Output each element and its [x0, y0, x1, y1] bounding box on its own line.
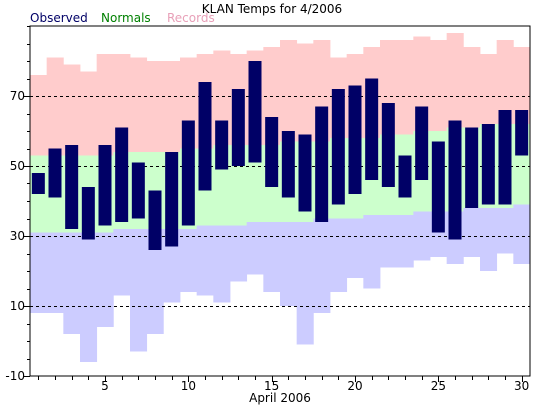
- record-high-band-day-27: [463, 47, 481, 128]
- record-low-band-day-10: [180, 229, 198, 292]
- observed-bar-day-6: [115, 127, 129, 222]
- observed-bar-day-18: [315, 106, 329, 222]
- record-low-band-day-29: [496, 208, 514, 254]
- normal-band-day-14: [246, 145, 264, 222]
- x-tick-label: 15: [264, 379, 279, 393]
- record-high-band-day-3: [63, 64, 81, 156]
- observed-bar-day-27: [465, 127, 479, 208]
- observed-bar-day-3: [65, 145, 79, 229]
- record-high-band-day-9: [163, 61, 181, 152]
- legend-entry-normals: Normals: [101, 11, 151, 25]
- record-low-band-day-23: [396, 215, 414, 268]
- record-low-band-day-28: [480, 208, 498, 271]
- record-low-band-day-8: [146, 229, 164, 334]
- x-tick-label: 25: [431, 379, 446, 393]
- record-low-band-day-12: [213, 225, 231, 303]
- record-high-band-day-2: [46, 57, 64, 156]
- legend-entry-observed: Observed: [30, 11, 88, 25]
- x-tick-label: 5: [101, 379, 109, 393]
- observed-bar-day-13: [231, 89, 245, 166]
- observed-bars: [31, 61, 529, 250]
- record-low-band-day-17: [296, 222, 314, 345]
- observed-bar-day-25: [431, 141, 445, 233]
- observed-bar-day-7: [131, 162, 145, 219]
- record-low-band-day-1: [30, 232, 48, 313]
- observed-bar-day-14: [248, 61, 262, 163]
- record-low-band-day-7: [130, 229, 148, 352]
- record-high-band-day-28: [480, 54, 498, 124]
- observed-bar-day-28: [481, 124, 495, 205]
- x-tick-label: 20: [347, 379, 362, 393]
- record-high-band-day-1: [30, 75, 48, 156]
- y-tick-label: -10: [5, 369, 25, 383]
- observed-bar-day-30: [515, 110, 529, 156]
- record-low-band-day-27: [463, 208, 481, 257]
- observed-bar-day-1: [31, 173, 45, 194]
- y-tick-label: 30: [10, 229, 25, 243]
- observed-bar-day-24: [415, 106, 429, 180]
- record-high-band-day-23: [396, 40, 414, 135]
- record-high-band-day-30: [513, 47, 531, 124]
- observed-bar-day-23: [398, 155, 412, 198]
- y-tick-label: 50: [10, 159, 25, 173]
- record-low-band-day-14: [246, 222, 264, 275]
- record-high-band-day-29: [496, 40, 514, 124]
- record-low-band-day-11: [196, 225, 214, 296]
- record-low-band-day-9: [163, 229, 181, 303]
- legend: Observed Normals Records: [30, 11, 215, 25]
- observed-bar-day-9: [165, 152, 179, 247]
- legend-entry-records: Records: [167, 11, 215, 25]
- record-low-band-day-21: [363, 215, 381, 289]
- record-low-band-day-13: [230, 225, 248, 282]
- record-high-band-day-8: [146, 61, 164, 152]
- grid-lines: [30, 96, 530, 307]
- x-tick-label: 10: [181, 379, 196, 393]
- record-low-band-day-16: [280, 222, 298, 306]
- observed-bar-day-16: [281, 131, 295, 198]
- record-high-band-day-16: [280, 40, 298, 142]
- chart-title: KLAN Temps for 4/2006: [202, 2, 342, 16]
- observed-bar-day-8: [148, 190, 162, 250]
- y-tick-label: 70: [10, 89, 25, 103]
- record-low-band-day-30: [513, 204, 531, 264]
- observed-bar-day-29: [498, 110, 512, 205]
- y-tick-label: 10: [10, 299, 25, 313]
- record-low-band-day-2: [46, 232, 64, 313]
- observed-bar-day-5: [98, 145, 112, 226]
- observed-bar-day-26: [448, 120, 462, 240]
- observed-bar-day-17: [298, 134, 312, 212]
- record-low-band-day-19: [330, 218, 348, 292]
- record-high-band-day-7: [130, 57, 148, 152]
- record-low-band-day-6: [113, 229, 131, 296]
- y-axis: -10 10 30 50 70: [5, 26, 30, 383]
- observed-bar-day-2: [48, 148, 62, 198]
- observed-bar-day-15: [265, 117, 279, 187]
- record-low-band-day-4: [80, 232, 98, 362]
- record-low-band-day-15: [263, 222, 281, 292]
- record-high-band-day-26: [446, 33, 464, 128]
- record-low-band-day-3: [63, 232, 81, 334]
- observed-bar-day-21: [365, 78, 379, 180]
- record-high-band-day-4: [80, 71, 98, 156]
- observed-bar-day-19: [331, 89, 345, 205]
- observed-bar-day-11: [198, 82, 212, 191]
- x-tick-label: 30: [514, 379, 529, 393]
- record-low-band-day-20: [346, 218, 364, 278]
- observed-bar-day-22: [381, 103, 395, 187]
- record-low-band-day-18: [313, 218, 331, 313]
- observed-bar-day-20: [348, 85, 362, 194]
- observed-bar-day-4: [81, 187, 95, 240]
- record-high-band-day-17: [296, 43, 314, 142]
- record-high-band-day-25: [430, 40, 448, 131]
- x-axis: 5 10 15 20 25 30: [38, 376, 529, 393]
- x-axis-label: April 2006: [249, 391, 311, 405]
- record-high-band-day-5: [96, 54, 114, 156]
- record-low-band-day-22: [380, 215, 398, 268]
- observed-bar-day-12: [215, 120, 229, 170]
- observed-bar-day-10: [181, 120, 195, 226]
- record-low-band-day-5: [96, 232, 114, 327]
